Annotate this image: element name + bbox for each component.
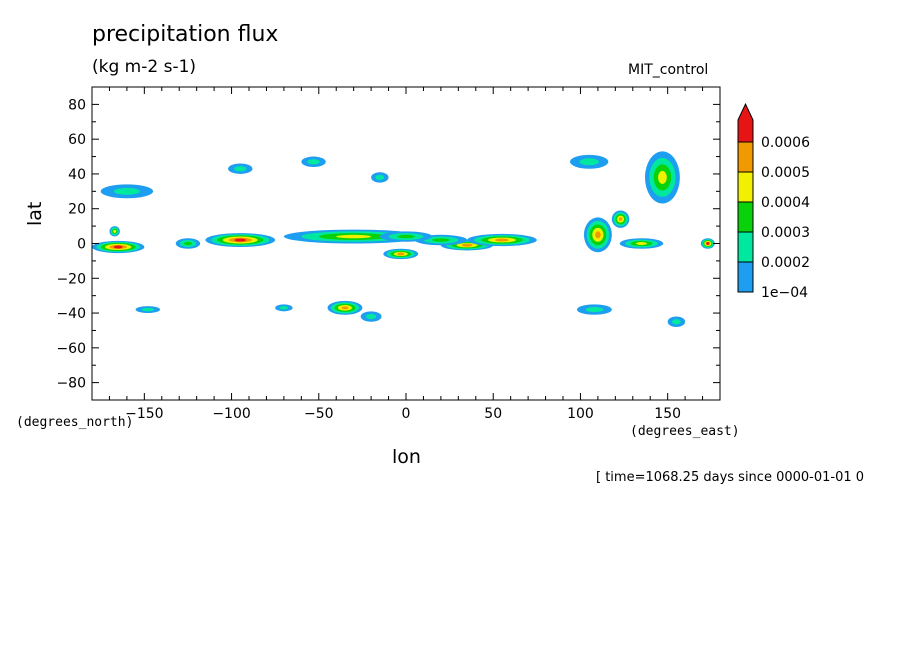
- precip-region: [109, 226, 120, 237]
- precip-contour: [672, 319, 681, 325]
- precip-region: [360, 311, 382, 322]
- precip-contour: [234, 166, 247, 172]
- precip-region: [383, 248, 419, 260]
- y-tick-label: 20: [68, 202, 86, 218]
- precip-contour: [461, 243, 473, 247]
- precip-contour: [113, 245, 123, 249]
- colorbar-swatch: [737, 201, 754, 233]
- chart-units: (kg m-2 s-1): [92, 57, 197, 77]
- y-tick-label: −60: [56, 341, 86, 357]
- precip-region: [644, 151, 680, 204]
- x-axis-units: (degrees_east): [630, 424, 740, 439]
- precip-contour: [234, 238, 247, 242]
- precip-contour: [432, 238, 450, 242]
- precip-region: [569, 154, 609, 169]
- precip-region: [301, 156, 326, 167]
- colorbar-label: 0.0006: [761, 135, 810, 151]
- precip-contour: [397, 234, 415, 239]
- precip-region: [100, 184, 154, 199]
- y-tick-label: −20: [56, 271, 86, 287]
- precip-contour: [183, 241, 193, 246]
- precip-region: [371, 172, 389, 183]
- colorbar-swatch: [737, 261, 754, 293]
- precip-region: [467, 233, 537, 247]
- precip-contour: [113, 187, 140, 195]
- colorbar-label: 0.0003: [761, 225, 810, 241]
- colorbar-swatch: [737, 141, 754, 173]
- precip-contour: [585, 306, 604, 313]
- colorbar-label: 0.0004: [761, 195, 810, 211]
- colorbar-swatch: [737, 102, 754, 143]
- precip-region: [228, 163, 253, 174]
- x-tick-label: 100: [567, 406, 594, 422]
- chart-title: precipitation flux: [92, 22, 279, 47]
- axis-ticks: −150 −100 −50 0 50 100 150 80 60 40 20 0 −20 −40 −60 −8…: [56, 87, 720, 422]
- y-tick-label: −80: [56, 376, 86, 392]
- precip-contour: [579, 158, 599, 166]
- precip-contour: [307, 159, 320, 165]
- precip-contour: [595, 231, 601, 239]
- x-tick-label: −50: [304, 406, 334, 422]
- x-tick-label: 0: [402, 406, 411, 422]
- colorbar: 1e−04 0.0002 0.0003 0.0004 0.0005 0.0006: [737, 102, 810, 301]
- colorbar-label: 0.0005: [761, 165, 810, 181]
- y-tick-label: −40: [56, 306, 86, 322]
- precip-contour: [706, 242, 710, 245]
- precip-region: [327, 300, 363, 315]
- x-tick-label: 150: [654, 406, 681, 422]
- y-axis-units: (degrees_north): [16, 415, 134, 430]
- precip-contour: [375, 174, 385, 181]
- precip-contour: [636, 242, 647, 245]
- precip-contour: [397, 252, 405, 256]
- precip-region: [92, 240, 145, 254]
- precip-region: [576, 304, 612, 315]
- precip-region: [205, 233, 276, 247]
- y-tick-label: 80: [68, 97, 86, 113]
- precip-contour: [279, 306, 289, 310]
- colorbar-label: 0.0002: [761, 255, 810, 271]
- precip-region: [619, 238, 664, 249]
- x-tick-label: −100: [212, 406, 250, 422]
- precip-region: [135, 306, 161, 314]
- precip-region: [583, 217, 612, 253]
- precip-contour: [341, 306, 349, 310]
- precip-contour: [336, 234, 372, 239]
- colorbar-swatch: [737, 171, 754, 203]
- precip-region: [275, 304, 293, 312]
- y-tick-label: 0: [77, 237, 86, 253]
- precip-contour: [494, 238, 509, 242]
- precip-region: [175, 238, 201, 249]
- precip-contour: [141, 307, 154, 312]
- precip-contour: [365, 313, 377, 320]
- precip-regions: [92, 151, 715, 327]
- colorbar-label: 1e−04: [761, 285, 808, 301]
- precip-contour: [618, 217, 623, 221]
- precip-region: [700, 238, 715, 249]
- precip-region: [611, 210, 630, 228]
- precip-region: [379, 231, 433, 242]
- x-axis-label: lon: [392, 446, 421, 468]
- x-tick-label: −150: [125, 406, 163, 422]
- colorbar-swatch: [737, 231, 754, 263]
- y-tick-label: 60: [68, 132, 86, 148]
- x-tick-label: 50: [484, 406, 502, 422]
- precip-contour: [658, 170, 667, 184]
- run-label: MIT_control: [628, 62, 709, 78]
- y-tick-label: 40: [68, 167, 86, 183]
- precip-contour: [113, 229, 117, 233]
- precip-region: [667, 316, 686, 327]
- time-info: [ time=1068.25 days since 0000-01-01 0: [596, 470, 865, 485]
